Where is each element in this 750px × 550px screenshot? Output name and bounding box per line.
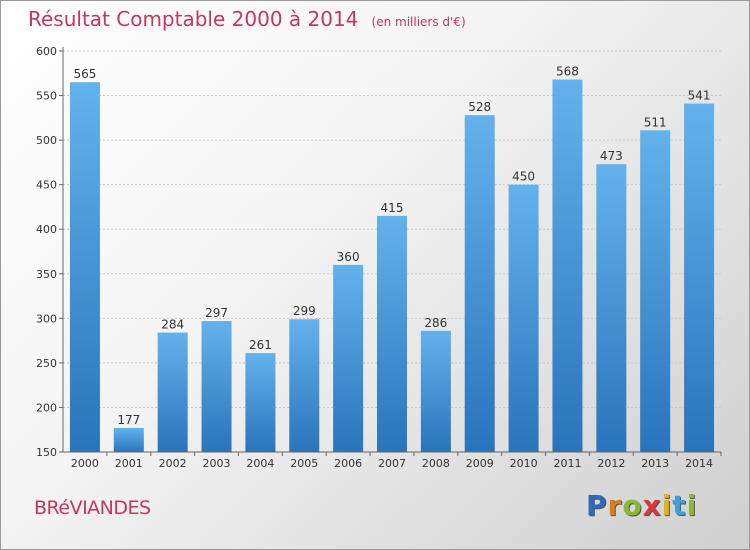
bar — [508, 184, 539, 452]
x-tick-label: 2003 — [203, 457, 231, 470]
bar-value-label: 511 — [644, 115, 667, 129]
y-tick-label: 350 — [36, 268, 57, 281]
y-tick-label: 300 — [36, 312, 57, 325]
bar-value-label: 473 — [600, 149, 623, 163]
bar-value-label: 568 — [556, 65, 579, 79]
x-tick-label: 2013 — [641, 457, 669, 470]
logo-letter: i — [686, 489, 698, 522]
bar-value-label: 565 — [73, 67, 96, 81]
logo-letter: P — [586, 489, 608, 522]
bar-value-label: 284 — [161, 318, 184, 332]
bar — [640, 130, 671, 452]
logo-letter: t — [672, 489, 687, 522]
chart-title: Résultat Comptable 2000 à 2014 — [28, 7, 359, 31]
bar-value-label: 261 — [249, 338, 272, 352]
logo-letter: i — [661, 489, 673, 522]
x-tick-label: 2001 — [115, 457, 143, 470]
bar — [69, 82, 100, 452]
bar — [684, 103, 715, 452]
y-tick-label: 500 — [36, 134, 57, 147]
x-tick-label: 2011 — [553, 457, 581, 470]
bar — [201, 321, 232, 452]
y-tick-label: 600 — [36, 45, 57, 58]
y-tick-label: 550 — [36, 90, 57, 103]
x-tick-label: 2007 — [378, 457, 406, 470]
bar — [464, 115, 495, 452]
y-tick-label: 200 — [36, 401, 57, 414]
chart-subtitle: (en milliers d'€) — [371, 15, 466, 29]
bar-value-label: 299 — [293, 304, 316, 318]
bar — [245, 353, 276, 452]
title-row: Résultat Comptable 2000 à 2014 (en milli… — [28, 7, 466, 31]
bar-value-label: 415 — [381, 201, 404, 215]
y-tick-label: 250 — [36, 357, 57, 370]
bar-value-label: 286 — [424, 316, 447, 330]
logo-letter: r — [607, 489, 623, 522]
bar — [420, 330, 451, 452]
bar-value-label: 541 — [688, 89, 711, 103]
x-tick-label: 2000 — [71, 457, 99, 470]
logo-letter: x — [642, 489, 662, 522]
x-tick-label: 2002 — [159, 457, 187, 470]
axis-layer: 150 200 250 300 350 400 450 500 550 600 2000 2001 20… — [36, 45, 722, 470]
bar — [289, 319, 320, 452]
x-tick-label: 2012 — [597, 457, 625, 470]
x-tick-label: 2004 — [246, 457, 274, 470]
bar — [596, 164, 627, 452]
bar — [157, 332, 188, 452]
bar — [333, 264, 364, 452]
x-tick-label: 2010 — [510, 457, 538, 470]
bar-value-label: 450 — [512, 170, 535, 184]
logo-letter: o — [622, 489, 643, 522]
y-tick-label: 400 — [36, 223, 57, 236]
x-tick-label: 2014 — [685, 457, 713, 470]
x-tick-label: 2005 — [290, 457, 318, 470]
x-tick-label: 2006 — [334, 457, 362, 470]
bar — [113, 427, 144, 452]
bar-value-label: 177 — [117, 413, 140, 427]
y-tick-label: 450 — [36, 179, 57, 192]
x-tick-label: 2009 — [466, 457, 494, 470]
proxiti-logo: Proxiti — [586, 489, 697, 522]
x-tick-label: 2008 — [422, 457, 450, 470]
bar — [377, 215, 407, 452]
commune-name: BRéVIANDES — [34, 497, 151, 519]
bars-layer: 565 177 284 297 261 299 360 415 286 528 450 568 473 5… — [69, 65, 715, 452]
bar-value-label: 297 — [205, 306, 228, 320]
bar-value-label: 528 — [468, 100, 491, 114]
bar-value-label: 360 — [337, 250, 360, 264]
bar — [552, 79, 583, 452]
y-tick-label: 150 — [36, 446, 57, 459]
